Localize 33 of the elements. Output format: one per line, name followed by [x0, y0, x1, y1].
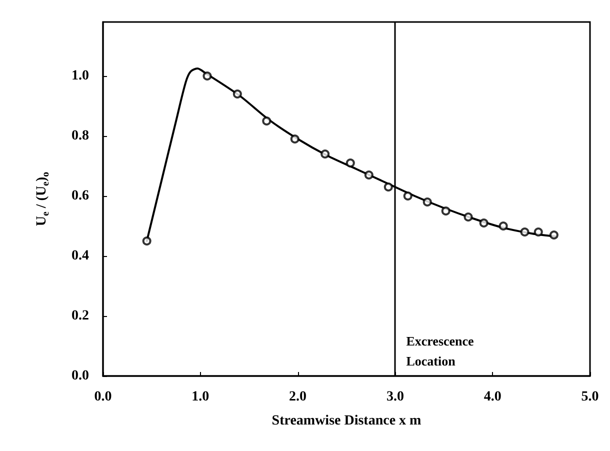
point — [384, 182, 393, 192]
point — [464, 212, 473, 222]
point — [534, 228, 543, 236]
point — [232, 90, 242, 98]
x-axis-title: Streamwise Distance x m — [272, 414, 422, 428]
x-tick-label: 5.0 — [581, 390, 599, 404]
ref-line-label: Excrescence Location — [406, 334, 474, 368]
point — [441, 206, 450, 216]
y-tick-label: 0.4 — [72, 248, 89, 264]
x-tick-label: 2.0 — [289, 390, 307, 404]
point — [202, 72, 212, 80]
x-tick-label: 1.0 — [192, 390, 210, 404]
point — [498, 222, 508, 230]
point — [549, 230, 558, 240]
y-tick-label: 0.8 — [72, 128, 89, 144]
point — [320, 150, 330, 158]
x-tick-label: 4.0 — [484, 390, 502, 404]
y-axis-title: Ue / (Ue)o — [34, 172, 52, 226]
point — [520, 228, 530, 236]
x-tick-label: 3.0 — [386, 390, 404, 404]
point — [142, 236, 152, 246]
point — [262, 116, 272, 126]
point — [422, 198, 432, 206]
point — [403, 192, 412, 200]
point — [346, 158, 355, 168]
point — [290, 134, 300, 144]
point — [364, 170, 374, 180]
y-tick-label: 0.2 — [72, 308, 89, 324]
y-tick-label: 0.6 — [72, 188, 89, 204]
y-tick-label: 1.0 — [72, 68, 89, 84]
point — [479, 218, 488, 228]
y-tick-label: 0.0 — [72, 368, 89, 384]
x-tick-label: 0.0 — [94, 390, 112, 404]
